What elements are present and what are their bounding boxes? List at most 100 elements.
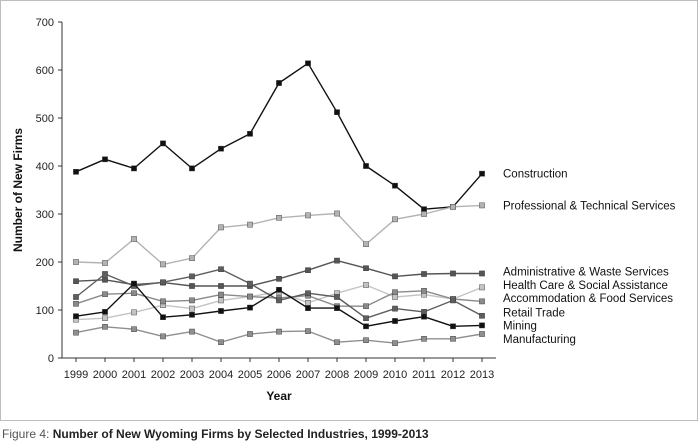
data-point-mining [247,304,253,311]
data-point-retail-trade [334,294,340,300]
data-point-administrative-waste-services [392,273,398,280]
data-point-mining [73,313,79,320]
data-point-construction [392,182,398,189]
x-tick-label: 2001 [122,369,146,381]
data-point-retail-trade [102,271,108,277]
data-point-mining [160,314,166,321]
data-point-professional-technical-services [160,261,166,268]
data-point-mining [334,305,340,311]
data-point-health-care-social-assistance [305,300,311,306]
data-point-professional-technical-services [102,260,108,266]
data-point-construction [247,130,253,137]
figure-caption: Figure 4: Number of New Wyoming Firms by… [2,427,429,441]
data-point-administrative-waste-services [363,265,369,272]
data-point-professional-technical-services [189,255,195,262]
x-tick-label: 2006 [267,369,291,381]
data-point-mining [102,309,108,315]
data-point-retail-trade [305,290,311,297]
x-tick-label: 2000 [93,369,117,381]
y-tick-label: 500 [36,113,54,125]
data-point-retail-trade [218,266,224,273]
data-point-accommodation-food-services [73,301,79,307]
data-point-retail-trade [421,309,427,315]
line-chart: 0 100 200 300 400 500 600 700 1999 2000 2001 2002 20… [11,17,676,403]
data-point-retail-trade [450,297,456,304]
data-point-professional-technical-services [218,224,224,231]
data-point-manufacturing [276,328,282,335]
data-point-construction [305,60,311,67]
data-point-professional-technical-services [450,203,456,210]
caption-prefix: Figure 4: [2,427,50,441]
data-point-manufacturing [218,339,224,346]
series-label-mining: Mining [503,320,537,332]
y-tick-label: 300 [36,209,54,221]
x-tick-label: 2007 [296,369,320,381]
data-point-administrative-waste-services [479,270,485,277]
data-point-health-care-social-assistance [363,282,369,288]
x-axis-label: Year [266,389,292,403]
data-point-construction [363,163,369,169]
data-point-mining [189,312,195,318]
data-point-manufacturing [305,328,311,334]
x-tick-label: 2012 [441,369,465,381]
y-tick-label: 200 [36,257,54,269]
data-point-retail-trade [392,305,398,312]
x-tick-label: 2009 [354,369,378,381]
data-point-administrative-waste-services [305,267,311,274]
data-point-mining [131,280,137,287]
data-point-professional-technical-services [276,214,282,221]
x-tick-label: 1999 [64,369,88,381]
caption-title: Number of New Wyoming Firms by Selected … [52,427,429,441]
data-point-construction [218,145,224,152]
data-point-mining [421,313,427,320]
x-tick-label: 2013 [470,369,494,381]
data-point-accommodation-food-services [421,288,427,294]
data-point-manufacturing [247,331,253,337]
series-label-manufacturing: Manufacturing [503,334,576,346]
data-point-construction [334,109,340,115]
data-point-construction [276,80,282,86]
data-point-administrative-waste-services [189,283,195,289]
data-point-health-care-social-assistance [189,305,195,312]
data-point-manufacturing [73,329,79,336]
y-tick-label: 400 [36,161,54,173]
data-point-retail-trade [363,315,369,322]
x-tick-label: 2010 [383,369,407,381]
data-point-construction [421,206,427,213]
data-point-mining [363,323,369,330]
data-point-manufacturing [479,331,485,337]
chart-frame [0,0,698,421]
data-point-professional-technical-services [131,236,137,242]
data-point-administrative-waste-services [450,270,456,277]
data-point-construction [160,140,166,147]
data-point-mining [392,318,398,324]
series-label-health-care-social-assistance: Health Care & Social Assistance [503,280,668,292]
data-point-manufacturing [189,328,195,335]
data-point-health-care-social-assistance [218,297,224,304]
data-point-accommodation-food-services [160,298,166,305]
data-point-accommodation-food-services [392,289,398,296]
data-point-professional-technical-services [392,216,398,223]
data-point-accommodation-food-services [189,297,195,304]
data-point-construction [102,156,108,163]
data-point-administrative-waste-services [421,271,427,277]
series-label-administrative-waste-services: Administrative & Waste Services [503,267,669,279]
data-point-manufacturing [160,333,166,340]
data-point-professional-technical-services [421,211,427,217]
y-axis-label: Number of New Firms [11,128,25,252]
data-point-construction [131,165,137,172]
series-line-administrative-waste-services [75,259,482,287]
data-point-accommodation-food-services [479,298,485,305]
y-tick-label: 0 [48,353,54,365]
data-point-health-care-social-assistance [102,315,108,322]
series-label-professional-technical-services: Professional & Technical Services [503,200,676,212]
series-line-professional-technical-services [75,204,483,266]
data-point-health-care-social-assistance [392,294,398,300]
data-point-accommodation-food-services [363,303,369,310]
series-label-construction: Construction [503,169,568,181]
data-point-manufacturing [334,339,340,346]
data-point-professional-technical-services [334,210,340,217]
data-point-administrative-waste-services [102,277,108,283]
data-point-mining [218,308,224,314]
y-tick-label: 600 [36,65,54,77]
